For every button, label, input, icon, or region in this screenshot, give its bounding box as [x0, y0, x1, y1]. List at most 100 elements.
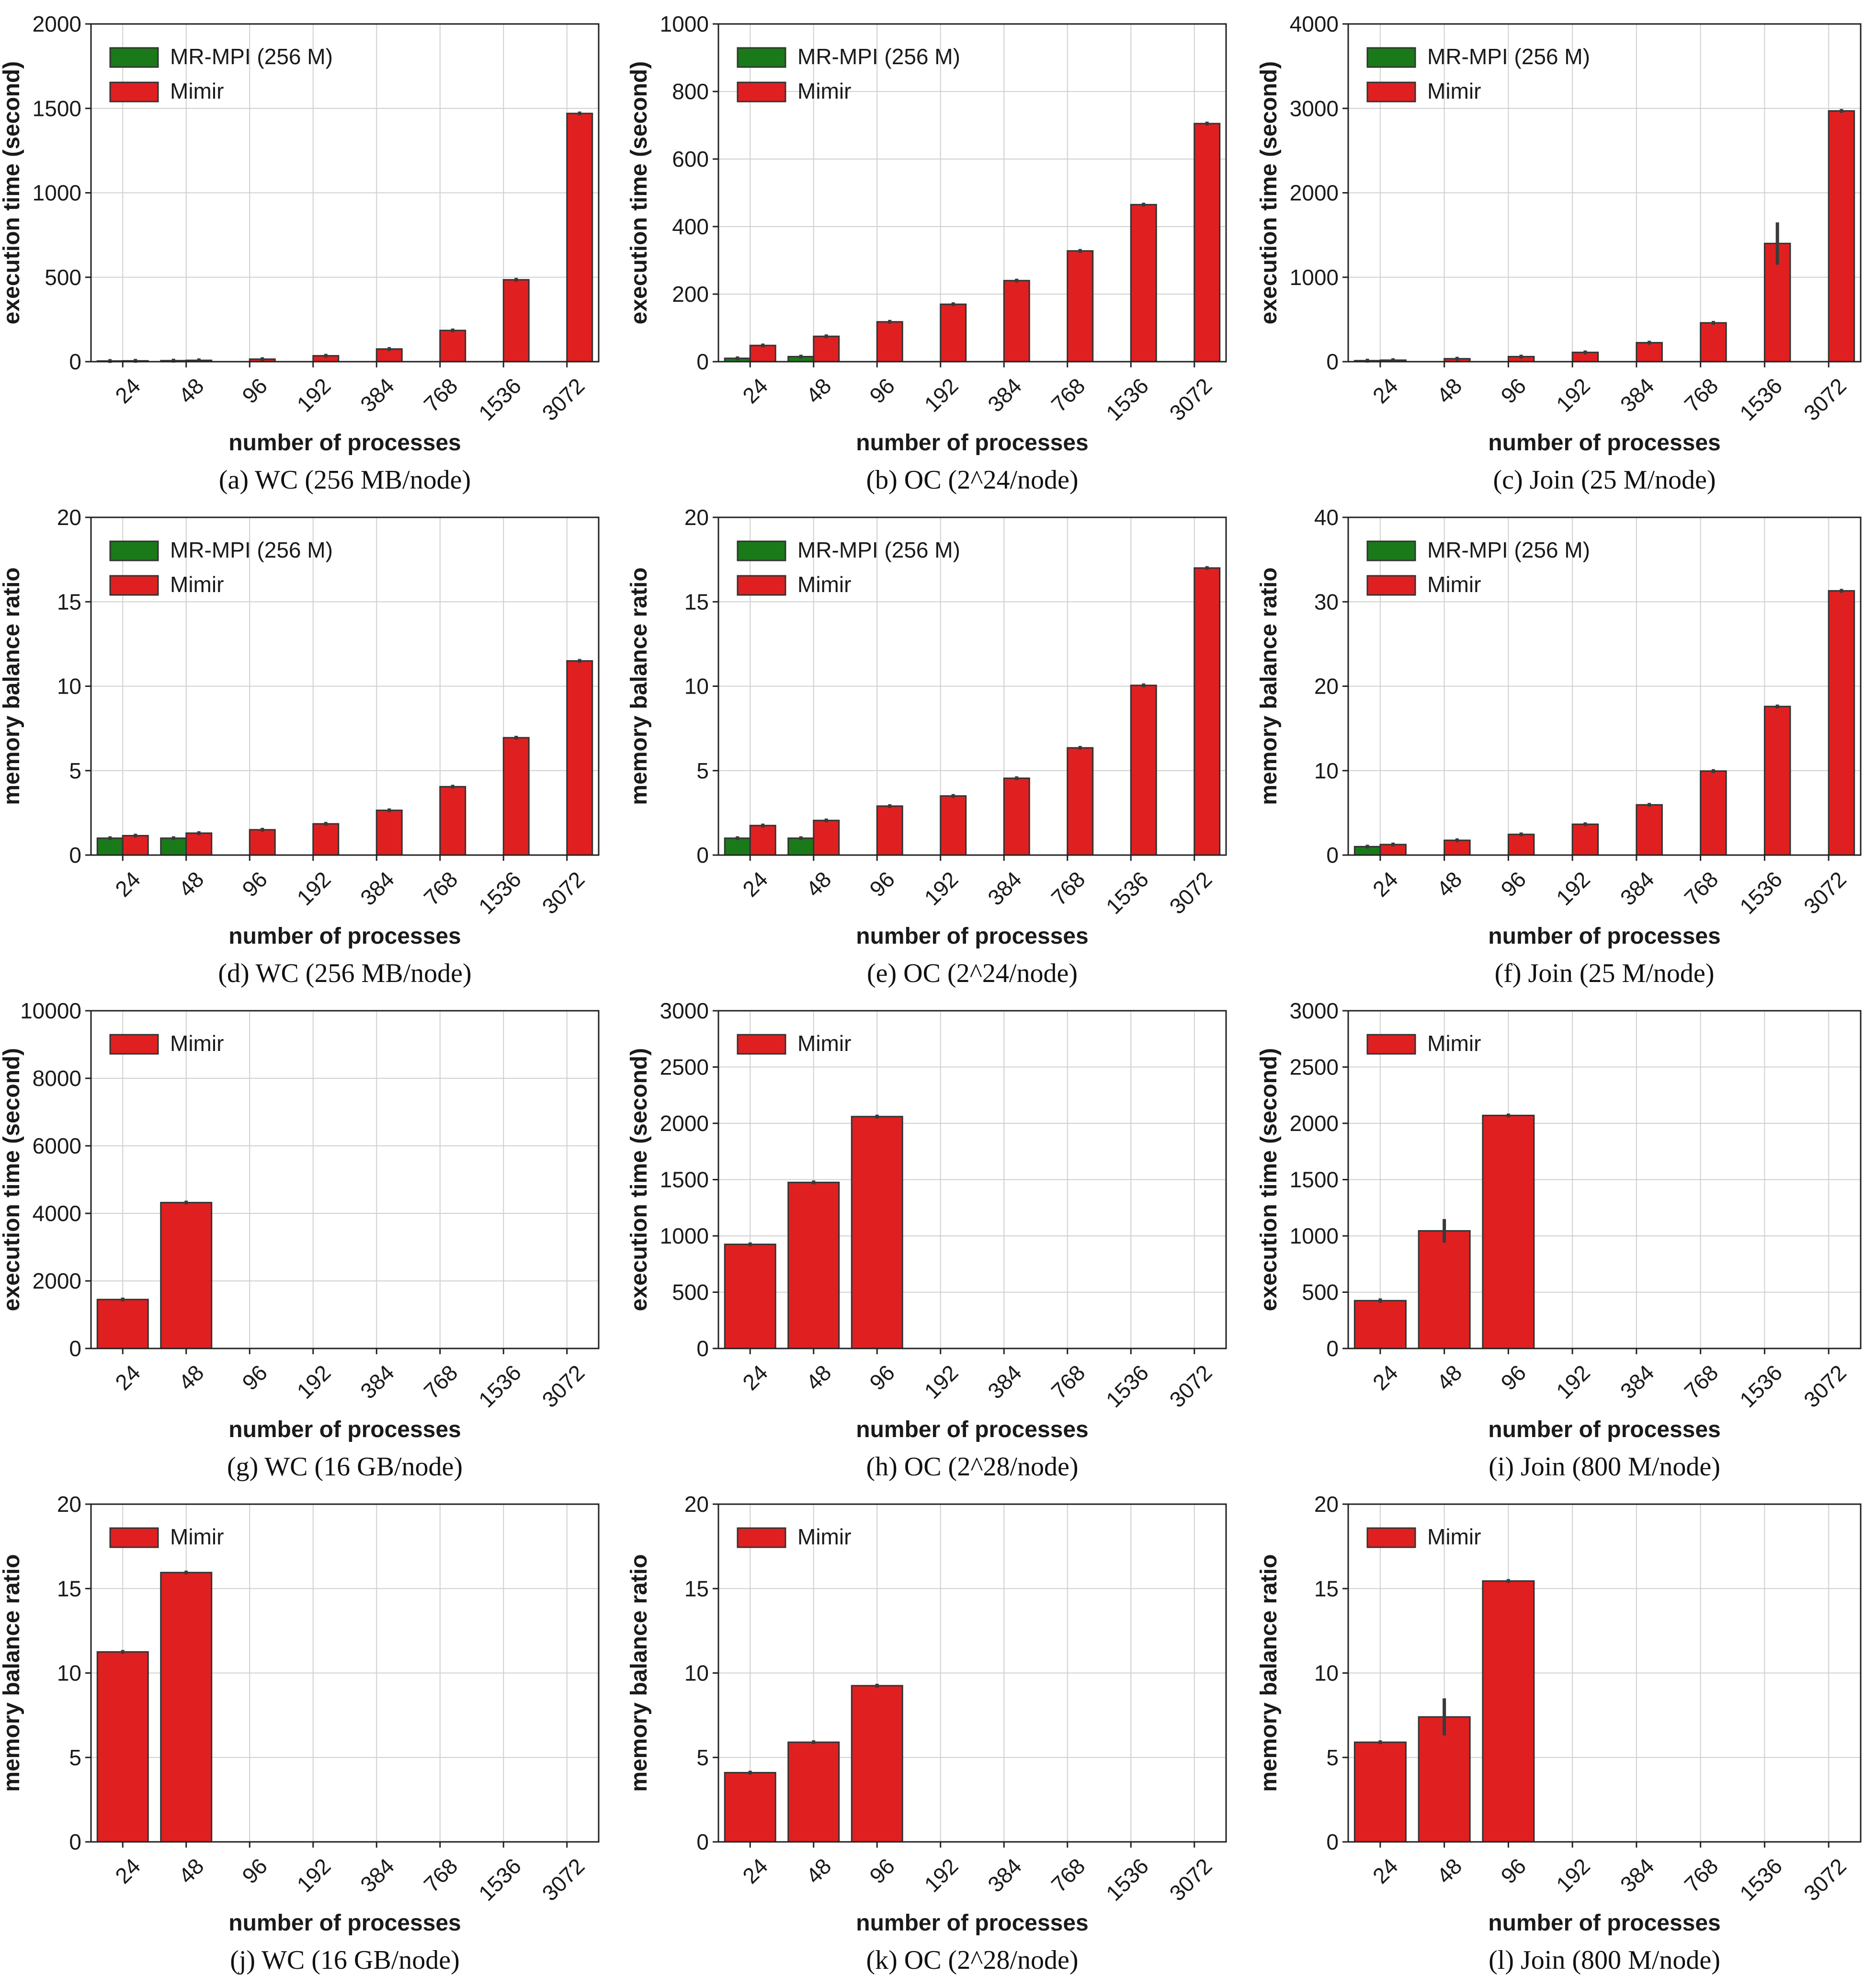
y-tick-label: 0: [696, 843, 709, 868]
x-axis-label: number of processes: [1488, 1910, 1720, 1936]
legend-swatch: [109, 1034, 159, 1055]
bar: [185, 832, 213, 856]
y-tick-label: 10: [1314, 758, 1339, 783]
legend-label: Mimir: [170, 572, 224, 597]
y-axis-label: memory balance ratio: [1256, 1554, 1282, 1792]
legend-label: Mimir: [797, 1524, 851, 1549]
bar: [813, 820, 840, 856]
legend-swatch: [1366, 81, 1416, 103]
x-tick-label: 192: [1551, 867, 1595, 910]
bar: [876, 805, 903, 856]
x-tick-label: 1536: [1735, 373, 1787, 425]
y-tick-label: 0: [69, 349, 81, 374]
y-tick-label: 5: [69, 1745, 81, 1770]
x-axis-label: number of processes: [1488, 430, 1720, 456]
legend-swatch: [109, 575, 159, 596]
x-tick-label: 3072: [1164, 1360, 1217, 1412]
y-tick-label: 2000: [1290, 181, 1339, 206]
y-tick-label: 2000: [33, 11, 81, 36]
bar: [1636, 804, 1663, 856]
x-tick-label: 1536: [474, 373, 526, 425]
y-tick-label: 1000: [33, 181, 81, 206]
x-tick-label: 24: [110, 867, 145, 902]
bar: [1636, 342, 1663, 363]
x-tick-label: 24: [738, 867, 773, 902]
plot-frame: [90, 1010, 600, 1349]
bar: [502, 737, 530, 856]
x-tick-label: 1536: [1101, 373, 1153, 425]
legend-label: Mimir: [1427, 1524, 1481, 1549]
y-tick-label: 15: [684, 1576, 709, 1601]
bar: [96, 837, 124, 856]
chart-panel-9: 0 5 10 15 20 24 48 96 192 384 768 1536 3072 number of…: [0, 1492, 600, 1975]
legend-label: MR-MPI (256 M): [1427, 44, 1590, 69]
legend-label: Mimir: [1427, 572, 1481, 597]
bar: [940, 795, 967, 856]
bar: [787, 1181, 840, 1349]
y-tick-label: 0: [1326, 349, 1339, 374]
x-tick-label: 192: [292, 1853, 336, 1897]
bar: [1482, 1115, 1535, 1349]
x-tick-label: 384: [983, 1360, 1026, 1404]
x-tick-label: 48: [174, 1360, 209, 1395]
x-tick-label: 3072: [1164, 867, 1217, 919]
bar: [1507, 834, 1535, 856]
x-tick-label: 768: [1046, 1360, 1090, 1404]
y-tick-label: 10: [684, 674, 709, 699]
x-tick-label: 48: [1432, 373, 1467, 408]
bar: [749, 344, 776, 363]
x-tick-label: 192: [1551, 1360, 1595, 1404]
y-tick-label: 3000: [1290, 998, 1339, 1023]
legend-label: Mimir: [1427, 1031, 1481, 1056]
y-tick-label: 4000: [1290, 11, 1339, 36]
x-tick-label: 192: [920, 373, 963, 417]
bar: [566, 660, 593, 856]
bar: [1571, 823, 1599, 856]
x-tick-label: 1536: [1101, 1853, 1153, 1906]
x-tick-label: 96: [864, 373, 899, 408]
y-tick-label: 600: [672, 147, 709, 171]
y-tick-label: 10: [684, 1661, 709, 1686]
x-tick-label: 48: [801, 1360, 836, 1395]
x-tick-label: 24: [1368, 1853, 1403, 1888]
bar: [1418, 1230, 1471, 1349]
bar: [1828, 590, 1855, 856]
y-tick-label: 10000: [20, 998, 81, 1023]
y-tick-label: 1000: [1290, 265, 1339, 290]
y-tick-label: 30: [1314, 589, 1339, 614]
y-tick-label: 5: [696, 1745, 709, 1770]
chart-panel-10: 0 5 10 15 20 24 48 96 192 384 768 1536 3072 number of…: [626, 1492, 1227, 1975]
x-tick-label: 24: [738, 1853, 773, 1888]
bar: [312, 823, 340, 856]
x-axis-label: number of processes: [228, 924, 461, 949]
x-tick-label: 96: [237, 1853, 272, 1888]
bar: [160, 1572, 213, 1843]
y-tick-label: 2500: [660, 1055, 709, 1080]
legend-label: Mimir: [797, 79, 851, 103]
bar: [1353, 1300, 1407, 1349]
chart-caption: (i) Join (800 M/node): [1489, 1452, 1720, 1482]
x-tick-label: 768: [1679, 867, 1723, 910]
legend-label: MR-MPI (256 M): [170, 537, 333, 562]
y-tick-label: 40: [1314, 505, 1339, 530]
y-tick-label: 1000: [660, 1223, 709, 1248]
x-tick-label: 1536: [1101, 867, 1153, 919]
x-tick-label: 384: [355, 867, 399, 910]
x-tick-label: 96: [237, 1360, 272, 1395]
y-tick-label: 1500: [660, 1167, 709, 1192]
y-tick-label: 1000: [660, 11, 709, 36]
x-tick-label: 192: [292, 1360, 336, 1404]
y-tick-label: 8000: [33, 1066, 81, 1091]
y-tick-label: 500: [1302, 1280, 1339, 1305]
x-tick-label: 24: [1368, 867, 1403, 902]
legend-label: Mimir: [797, 572, 851, 597]
x-tick-label: 384: [1615, 1853, 1659, 1897]
legend-label: MR-MPI (256 M): [797, 537, 960, 562]
y-tick-label: 0: [696, 349, 709, 374]
bar: [439, 786, 466, 856]
chart-panel-5: 0 10 20 30 40 24 48 96 192 384 768 1536 3072 number o…: [1256, 505, 1862, 988]
y-tick-label: 10: [57, 674, 81, 699]
x-tick-label: 48: [1432, 867, 1467, 902]
y-tick-label: 3000: [1290, 96, 1339, 121]
y-tick-label: 500: [672, 1280, 709, 1305]
